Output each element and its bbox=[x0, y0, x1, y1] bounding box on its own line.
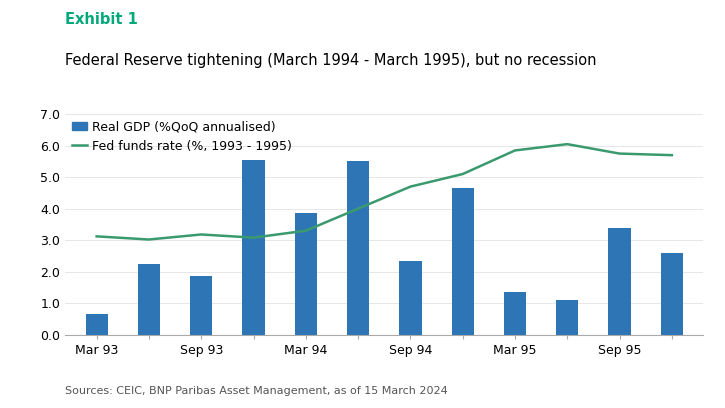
Bar bbox=[504, 292, 526, 335]
Bar bbox=[190, 276, 212, 335]
Bar bbox=[138, 264, 160, 335]
Bar bbox=[452, 188, 474, 335]
Bar bbox=[399, 261, 421, 335]
Bar bbox=[86, 314, 108, 335]
Bar bbox=[294, 213, 317, 335]
Legend: Real GDP (%QoQ annualised), Fed funds rate (%, 1993 - 1995): Real GDP (%QoQ annualised), Fed funds ra… bbox=[72, 120, 291, 153]
Bar bbox=[347, 162, 369, 335]
Text: Federal Reserve tightening (March 1994 - March 1995), but no recession: Federal Reserve tightening (March 1994 -… bbox=[65, 53, 597, 68]
Bar bbox=[660, 253, 683, 335]
Bar bbox=[242, 160, 265, 335]
Bar bbox=[556, 300, 579, 335]
Text: Sources: CEIC, BNP Paribas Asset Management, as of 15 March 2024: Sources: CEIC, BNP Paribas Asset Managem… bbox=[65, 386, 448, 396]
Bar bbox=[608, 228, 631, 335]
Text: Exhibit 1: Exhibit 1 bbox=[65, 12, 138, 27]
